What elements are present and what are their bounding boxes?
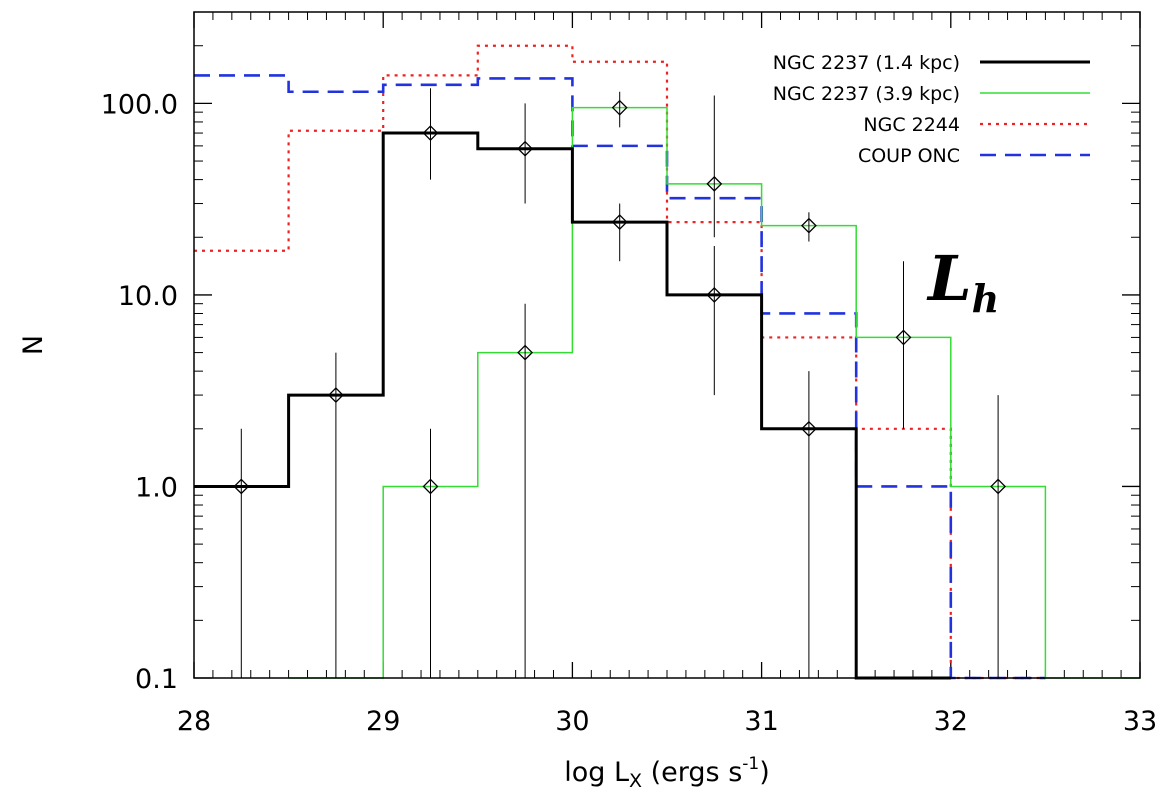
series-line — [194, 131, 951, 680]
data-points — [233, 88, 1007, 678]
legend-label: NGC 2237 (3.9 kpc) — [773, 83, 960, 105]
data-point-marker — [800, 420, 817, 437]
data-point-marker — [706, 287, 723, 303]
y-tick-label: 0.1 — [135, 664, 178, 695]
x-axis-label-sup: -1 — [742, 754, 759, 774]
y-tick-label: 100.0 — [101, 89, 178, 120]
data-point-marker — [611, 99, 628, 116]
data-point-marker — [611, 214, 628, 231]
annotation-sub: h — [972, 276, 1000, 321]
y-tick-label: 10.0 — [118, 281, 178, 312]
series-line — [194, 74, 1046, 680]
x-axis-label: log LX (ergs s-1) — [564, 754, 770, 792]
data-point-marker — [517, 344, 534, 361]
x-tick-label: 31 — [744, 706, 778, 737]
data-point-marker — [895, 329, 912, 346]
x-tick-label: 32 — [934, 706, 968, 737]
x-axis-label-sub: X — [629, 770, 642, 792]
y-tick-label: 1.0 — [135, 472, 178, 503]
legend-label: NGC 2244 — [863, 114, 960, 136]
x-axis-label-mid: (ergs s — [642, 757, 742, 788]
legend-label: NGC 2237 (1.4 kpc) — [773, 52, 960, 74]
data-point-marker — [422, 478, 439, 495]
y-axis-label: N — [18, 335, 49, 355]
data-point-marker — [422, 125, 439, 141]
data-point-marker — [800, 217, 817, 234]
tick-labels: 28 29 30 31 32 33 0.1 1.0 10.0 100.0 — [101, 89, 1157, 737]
plot-frame — [193, 11, 1141, 679]
x-tick-label: 33 — [1123, 706, 1157, 737]
data-point-marker — [706, 175, 723, 192]
x-axis-label-base: log L — [564, 757, 629, 788]
series-line — [194, 44, 1046, 680]
x-axis-label-end: ) — [759, 757, 770, 788]
x-tick-label: 29 — [366, 706, 400, 737]
data-point-marker — [517, 140, 534, 157]
x-tick-label: 30 — [555, 706, 589, 737]
x-tick-label: 28 — [177, 706, 211, 737]
panel-annotation: Lh — [926, 242, 999, 321]
annotation-base: L — [926, 242, 972, 315]
data-point-marker — [990, 478, 1007, 495]
data-point-marker — [233, 478, 250, 495]
legend: NGC 2237 (1.4 kpc) NGC 2237 (3.9 kpc) NGC … — [773, 52, 1090, 167]
legend-label: COUP ONC — [858, 145, 960, 167]
data-point-marker — [327, 387, 344, 403]
